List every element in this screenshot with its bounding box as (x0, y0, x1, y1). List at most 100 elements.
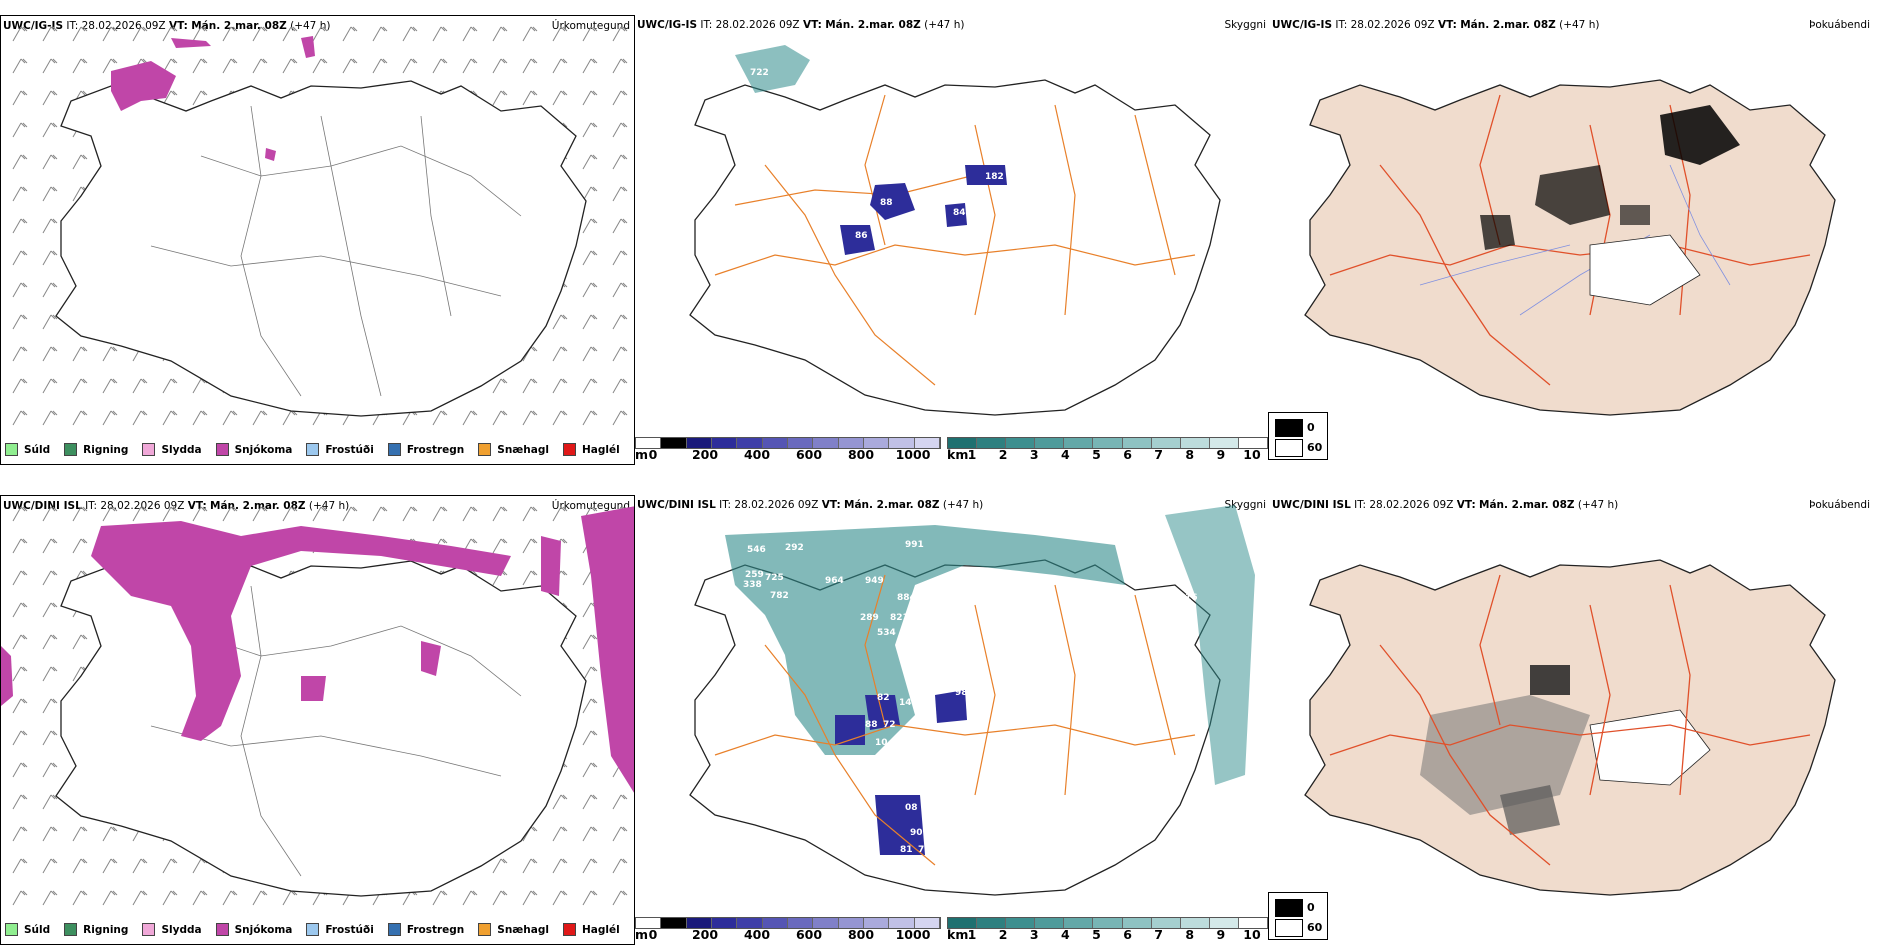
vis-unit: m (635, 447, 649, 462)
wind-barb (582, 346, 598, 362)
wind-barb (612, 890, 628, 906)
wind-barb (42, 346, 58, 362)
wind-barb (102, 378, 118, 394)
visibility-value-label: 546 (747, 545, 766, 555)
snow-area (581, 506, 634, 793)
wind-barb (222, 890, 238, 906)
fog-legend-bottom: 0 60 (1268, 892, 1328, 940)
colorbar-segment (661, 918, 687, 928)
wind-barb (42, 218, 58, 234)
wind-barb (522, 890, 538, 906)
wind-barb (12, 570, 28, 586)
visibility-colorbar-bottom (635, 917, 941, 929)
wind-barb (312, 506, 328, 522)
colorbar-segment (1064, 438, 1094, 448)
snow-area (265, 148, 276, 161)
wind-barb (12, 634, 28, 650)
wind-barb (342, 506, 358, 522)
colorbar-segment (661, 438, 687, 448)
colorbar-segment (1064, 918, 1094, 928)
wind-barb (552, 858, 568, 874)
wind-barb (612, 314, 628, 330)
wind-barb (42, 122, 58, 138)
legend-label: Frostúði (325, 923, 374, 936)
legend-label: Súld (24, 443, 51, 456)
visibility-value-label: 82 (877, 693, 890, 703)
wind-barb (612, 826, 628, 842)
wind-barb (252, 26, 268, 42)
fog-index-panel-bottom: UWC/DINI ISL IT: 28.02.2026 09Z VT: Mán.… (1270, 495, 1900, 945)
colorbar-tick-label: 1000 (895, 927, 931, 942)
wind-barb (12, 250, 28, 266)
wind-barb (72, 826, 88, 842)
colorbar-segment (1180, 918, 1210, 928)
wind-barb (102, 506, 118, 522)
precip-legend-item: Slydda (142, 443, 202, 456)
colorbar-tick-label: 9 (1216, 447, 1226, 462)
vis-unit: m (635, 927, 649, 942)
wind-barb (492, 858, 508, 874)
wind-barb (42, 794, 58, 810)
wind-barb (12, 154, 28, 170)
precip-legend-item: Rigning (64, 923, 128, 936)
wind-barb (432, 890, 448, 906)
colorbar-tick-label: 400 (743, 927, 771, 942)
wind-barb (552, 58, 568, 74)
wind-barb (372, 26, 388, 42)
wind-barb (612, 794, 628, 810)
wind-barb (582, 826, 598, 842)
colorbar-segment (1035, 918, 1065, 928)
colorbar-tick-label: 1 (967, 447, 977, 462)
legend-swatch (142, 443, 156, 456)
wind-barb (42, 602, 58, 618)
wind-barb (12, 58, 28, 74)
colorbar-tick-label: 5 (1092, 927, 1101, 942)
wind-barb (72, 410, 88, 426)
wind-barb (12, 698, 28, 714)
wind-barb (132, 506, 148, 522)
wind-barb (582, 314, 598, 330)
legend-swatch (5, 443, 18, 456)
wind-barb (42, 58, 58, 74)
colorbar-segment (1006, 438, 1036, 448)
legend-label: Snæhagl (497, 923, 549, 936)
precip-legend-item: Slydda (142, 923, 202, 936)
wind-barb (282, 26, 298, 42)
colorbar-segment (636, 918, 662, 928)
legend-label: Frostregn (406, 443, 465, 456)
wind-barb (192, 90, 208, 106)
legend-swatch (215, 443, 229, 456)
wind-barb (492, 26, 508, 42)
wind-barb (552, 90, 568, 106)
colorbar-segment (1093, 918, 1123, 928)
wind-barb (462, 506, 478, 522)
colorbar-tick-label: 600 (795, 927, 823, 942)
wind-barb (12, 826, 28, 842)
wind-barb (102, 410, 118, 426)
colorbar-segment (889, 438, 915, 448)
wind-barb (312, 26, 328, 42)
wind-barb (42, 858, 58, 874)
visibility-value-label: 81 (900, 845, 913, 855)
colorbar-segment (1238, 438, 1269, 448)
legend-label: Frostúði (325, 443, 374, 456)
colorbar-tick-label: 8 (1185, 927, 1195, 942)
snow-area (301, 676, 326, 701)
wind-barb (162, 890, 178, 906)
wind-barb (462, 410, 478, 426)
wind-barb (462, 58, 478, 74)
wind-barb (12, 186, 28, 202)
legend-label: Snæhagl (497, 443, 549, 456)
colorbar-tick-label: 4 (1060, 927, 1070, 942)
visibility-value-label: 964 (825, 576, 844, 586)
wind-barb (582, 634, 598, 650)
wind-barb (222, 410, 238, 426)
colorbar-segment (1122, 438, 1152, 448)
wind-barb (582, 410, 598, 426)
visibility-value-label: 884 (897, 593, 916, 603)
wind-barb (12, 538, 28, 554)
visibility-value-label: 821 (890, 613, 909, 623)
legend-label: Snjókoma (234, 443, 293, 456)
wind-barb (192, 506, 208, 522)
visibility-labels: 722 88 86 84 182 (750, 68, 1004, 241)
